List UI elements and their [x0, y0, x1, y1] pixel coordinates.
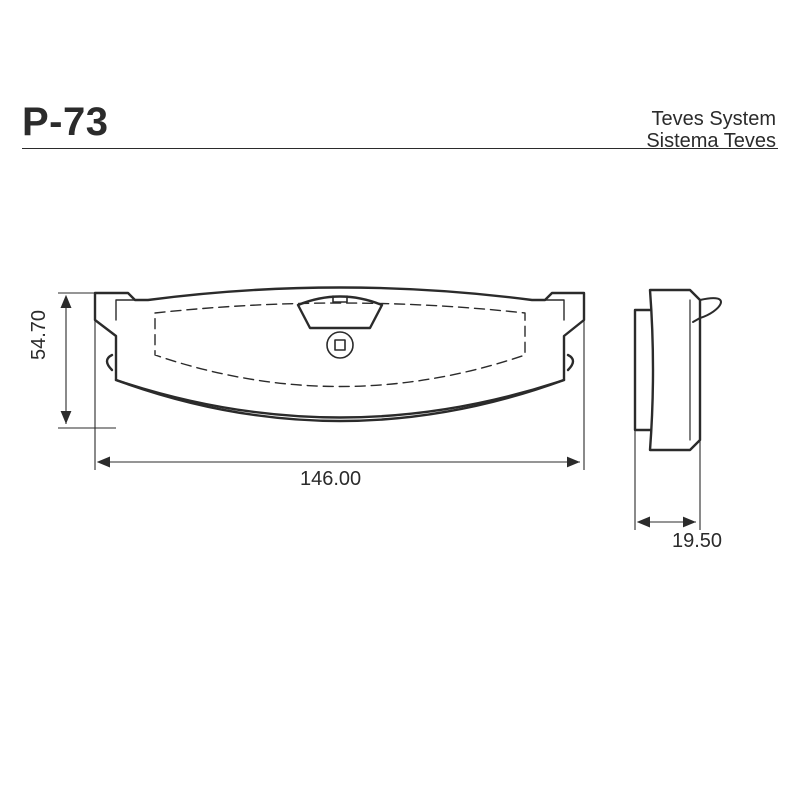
side-view: [635, 290, 721, 450]
technical-drawing: [0, 0, 800, 800]
front-view: [95, 288, 584, 422]
